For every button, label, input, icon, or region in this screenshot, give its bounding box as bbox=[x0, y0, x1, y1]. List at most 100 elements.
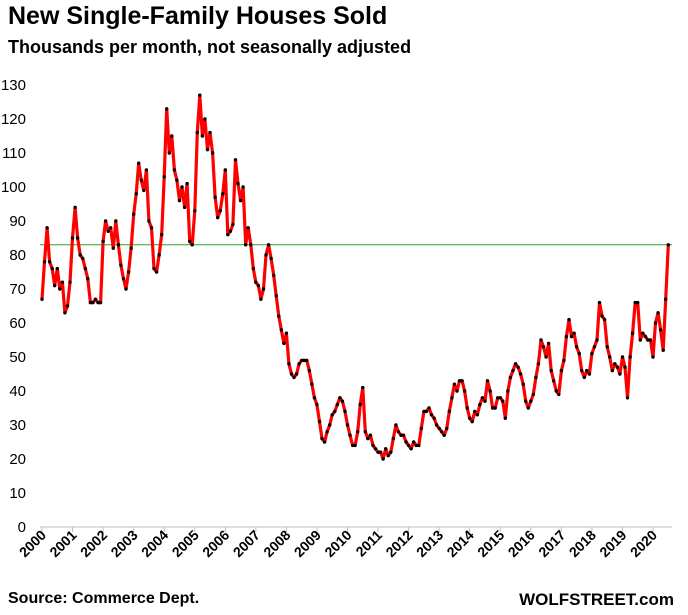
y-tick-label: 40 bbox=[9, 383, 26, 400]
data-point bbox=[264, 253, 268, 257]
data-point bbox=[485, 379, 490, 383]
data-point bbox=[175, 178, 179, 182]
data-point bbox=[198, 93, 202, 97]
data-point bbox=[132, 212, 136, 216]
data-point bbox=[597, 300, 602, 305]
data-point bbox=[114, 219, 118, 223]
data-point bbox=[182, 205, 187, 210]
data-point bbox=[417, 443, 421, 448]
data-point bbox=[188, 239, 192, 244]
source-note: Source: Commerce Dept. bbox=[8, 590, 200, 607]
data-point bbox=[381, 457, 385, 461]
y-tick-label: 120 bbox=[1, 111, 26, 128]
data-point bbox=[42, 260, 47, 264]
data-point bbox=[65, 304, 70, 308]
data-point bbox=[427, 406, 431, 410]
data-point bbox=[223, 168, 227, 172]
data-point bbox=[653, 321, 658, 325]
data-point bbox=[569, 334, 574, 339]
data-point bbox=[350, 443, 355, 448]
data-point bbox=[294, 372, 299, 376]
data-point bbox=[503, 416, 507, 420]
data-point bbox=[468, 416, 472, 420]
data-point bbox=[310, 382, 314, 386]
data-point bbox=[167, 151, 171, 155]
data-point bbox=[297, 362, 301, 366]
data-point bbox=[81, 256, 85, 261]
data-point bbox=[47, 260, 52, 264]
data-point bbox=[419, 426, 423, 431]
data-point bbox=[613, 362, 617, 366]
data-point bbox=[254, 280, 258, 284]
data-point bbox=[287, 362, 291, 366]
data-point bbox=[228, 229, 233, 233]
data-point bbox=[628, 355, 632, 359]
data-point bbox=[445, 426, 449, 431]
x-tick-label: 2019 bbox=[596, 527, 629, 560]
data-point bbox=[656, 311, 660, 315]
x-tick-label: 2017 bbox=[535, 527, 568, 560]
data-point bbox=[109, 226, 113, 230]
data-point bbox=[630, 331, 635, 335]
data-point bbox=[317, 419, 322, 424]
data-point bbox=[373, 447, 378, 451]
data-point bbox=[564, 334, 569, 339]
data-point bbox=[149, 226, 154, 230]
data-point bbox=[432, 416, 436, 420]
data-point bbox=[501, 399, 505, 403]
data-point bbox=[170, 134, 174, 138]
data-point bbox=[488, 389, 492, 393]
data-point bbox=[251, 266, 255, 271]
data-point bbox=[384, 447, 388, 451]
data-point bbox=[602, 317, 607, 322]
data-point bbox=[394, 423, 398, 427]
data-point bbox=[465, 406, 469, 410]
data-point bbox=[574, 345, 579, 349]
data-point bbox=[68, 280, 72, 284]
data-point bbox=[567, 317, 571, 322]
data-point bbox=[531, 392, 535, 397]
data-point bbox=[325, 430, 329, 434]
x-tick-label: 2007 bbox=[230, 527, 263, 560]
data-point bbox=[93, 297, 98, 301]
data-point bbox=[78, 253, 82, 257]
data-point bbox=[73, 205, 77, 210]
data-point bbox=[348, 433, 352, 437]
x-tick-label: 2012 bbox=[382, 527, 415, 560]
data-point bbox=[63, 311, 67, 315]
data-point bbox=[312, 396, 317, 400]
data-point bbox=[643, 334, 648, 339]
data-point bbox=[666, 243, 670, 247]
data-point bbox=[521, 382, 525, 386]
y-tick-label: 0 bbox=[18, 519, 26, 536]
data-point bbox=[300, 358, 304, 363]
data-point bbox=[315, 402, 319, 407]
x-tick-label: 2018 bbox=[566, 527, 599, 560]
data-point bbox=[190, 243, 194, 247]
data-point bbox=[496, 396, 500, 400]
data-point bbox=[493, 406, 497, 410]
data-point bbox=[546, 341, 551, 346]
data-point bbox=[475, 413, 479, 417]
data-point bbox=[516, 365, 520, 369]
data-point bbox=[226, 232, 230, 237]
data-point bbox=[126, 270, 131, 274]
x-tick-label: 2005 bbox=[169, 527, 202, 560]
data-point bbox=[457, 379, 462, 383]
data-point bbox=[429, 413, 434, 417]
data-point bbox=[450, 396, 454, 400]
data-point bbox=[45, 226, 49, 230]
data-point bbox=[200, 134, 205, 138]
data-point bbox=[524, 399, 528, 403]
data-point bbox=[160, 232, 164, 237]
data-point bbox=[559, 368, 564, 373]
data-point bbox=[152, 266, 156, 271]
data-point bbox=[356, 430, 360, 434]
data-point bbox=[208, 130, 212, 135]
data-point bbox=[658, 328, 663, 332]
y-tick-label: 70 bbox=[9, 281, 26, 298]
data-point bbox=[608, 355, 612, 359]
data-point bbox=[134, 192, 138, 196]
data-point bbox=[534, 375, 538, 380]
data-point bbox=[368, 433, 373, 437]
